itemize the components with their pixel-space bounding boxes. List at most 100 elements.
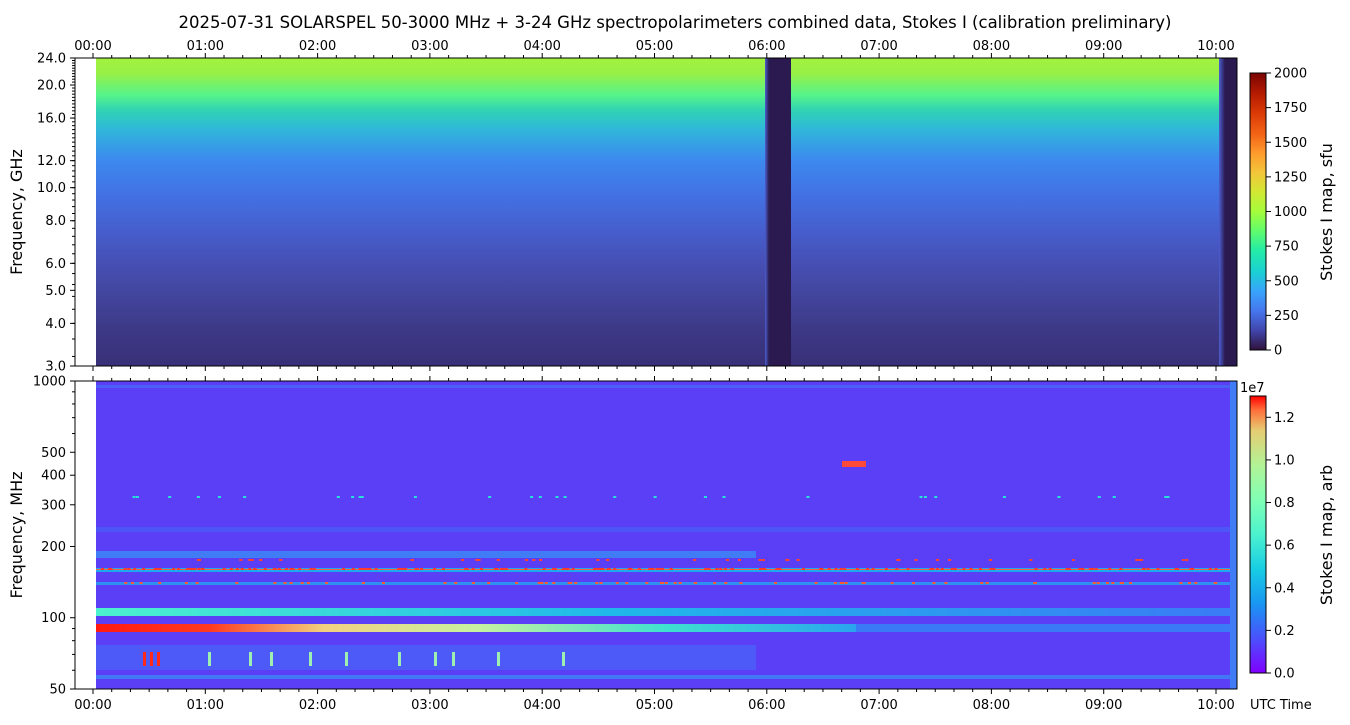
- speckle: [222, 568, 226, 570]
- burst: [249, 652, 252, 666]
- speckle: [1119, 568, 1123, 570]
- speckle: [312, 568, 316, 570]
- speckle: [132, 496, 136, 498]
- speckle: [1081, 568, 1085, 570]
- colorbar-tick-label: 250: [1274, 309, 1299, 324]
- x-tick-label-bottom: 06:00: [748, 698, 785, 713]
- speckle: [142, 568, 146, 570]
- speckle: [539, 559, 543, 561]
- speckle: [595, 582, 599, 584]
- speckle: [1029, 559, 1033, 561]
- speckle: [703, 496, 707, 498]
- speckle: [502, 568, 506, 570]
- speckle: [537, 582, 541, 584]
- speckle: [1043, 568, 1047, 570]
- speckle: [515, 582, 519, 584]
- speckle: [253, 568, 257, 570]
- colorbar-tick-label: 500: [1274, 274, 1299, 289]
- speckle: [844, 582, 848, 584]
- speckle: [653, 496, 657, 498]
- speckle: [488, 496, 492, 498]
- speckle: [739, 582, 743, 584]
- top-y-tick-label: 3.0: [45, 360, 66, 375]
- speckle: [196, 496, 200, 498]
- speckle: [861, 582, 865, 584]
- speckle: [1048, 568, 1052, 570]
- speckle: [277, 568, 281, 570]
- speckle: [1135, 559, 1139, 561]
- speckle: [195, 582, 199, 584]
- speckle: [725, 559, 729, 561]
- speckle: [442, 568, 446, 570]
- speckle: [135, 496, 139, 498]
- speckle: [361, 568, 365, 570]
- speckle: [819, 568, 823, 570]
- speckle: [361, 582, 365, 584]
- speckle: [912, 582, 916, 584]
- x-tick-label-top: 00:00: [74, 39, 111, 54]
- speckle: [1078, 568, 1082, 570]
- speckle: [487, 582, 491, 584]
- colorbar-tick-label: 1.0: [1274, 453, 1295, 468]
- speckle: [796, 559, 800, 561]
- x-tick-label-bottom: 02:00: [299, 698, 336, 713]
- speckle: [693, 582, 697, 584]
- speckle: [1156, 568, 1160, 570]
- speckle: [168, 496, 172, 498]
- speckle: [368, 568, 372, 570]
- bottom-y-tick-label: 100: [41, 611, 66, 626]
- top-y-tick-label: 12.0: [37, 154, 66, 169]
- colorbar-tick-label: 0.6: [1274, 539, 1295, 554]
- speckle: [158, 568, 162, 570]
- speckle: [944, 582, 948, 584]
- speckle: [342, 568, 346, 570]
- speckle: [1088, 568, 1092, 570]
- speckle: [127, 568, 131, 570]
- speckle: [306, 582, 310, 584]
- speckle: [524, 568, 528, 570]
- top-heatmap-gap: [769, 58, 791, 366]
- speckle: [544, 582, 548, 584]
- speckle: [1129, 582, 1133, 584]
- speckle: [774, 582, 778, 584]
- x-axis-title: UTC Time: [1250, 698, 1312, 713]
- speckle: [707, 568, 711, 570]
- top-y-ticks: 3.0 4.0 5.0 6.0 8.0 10.0 12.0 16.0 20.0 24.0: [37, 52, 75, 375]
- speckle: [569, 582, 573, 584]
- speckle: [985, 582, 989, 584]
- speckle: [471, 582, 475, 584]
- top-colorbar-ticks: 0 250 500 750 1000 1250 1500 1750 2000: [1266, 67, 1307, 359]
- bottom-heatmap-background: [96, 381, 1237, 689]
- speckle: [1067, 568, 1071, 570]
- speckle: [1189, 568, 1193, 570]
- speckle: [895, 568, 899, 570]
- speckle: [693, 559, 697, 561]
- speckle: [1105, 582, 1109, 584]
- x-tick-label-top: 10:00: [1197, 39, 1234, 54]
- speckle: [786, 559, 790, 561]
- speckle: [761, 559, 765, 561]
- x-tick-label-top: 04:00: [523, 39, 560, 54]
- speckle: [629, 568, 633, 570]
- speckle: [1164, 496, 1168, 498]
- speckle: [130, 582, 134, 584]
- burst: [434, 652, 437, 666]
- top-colorbar: [1249, 72, 1267, 351]
- x-tick-label-top: 08:00: [973, 39, 1010, 54]
- speckle: [359, 568, 363, 570]
- speckle: [651, 568, 655, 570]
- speckle: [239, 559, 243, 561]
- speckle: [1166, 496, 1170, 498]
- speckle: [336, 496, 340, 498]
- colorbar-tick-label: 2000: [1274, 67, 1307, 82]
- colorbar-tick-label: 750: [1274, 240, 1299, 255]
- speckle: [133, 568, 137, 570]
- speckle: [200, 568, 204, 570]
- speckle: [722, 496, 726, 498]
- speckle: [153, 568, 157, 570]
- speckle: [540, 582, 544, 584]
- band-160mhz-core: [96, 569, 1237, 570]
- speckle: [827, 568, 831, 570]
- speckle: [1140, 559, 1144, 561]
- speckle: [279, 559, 283, 561]
